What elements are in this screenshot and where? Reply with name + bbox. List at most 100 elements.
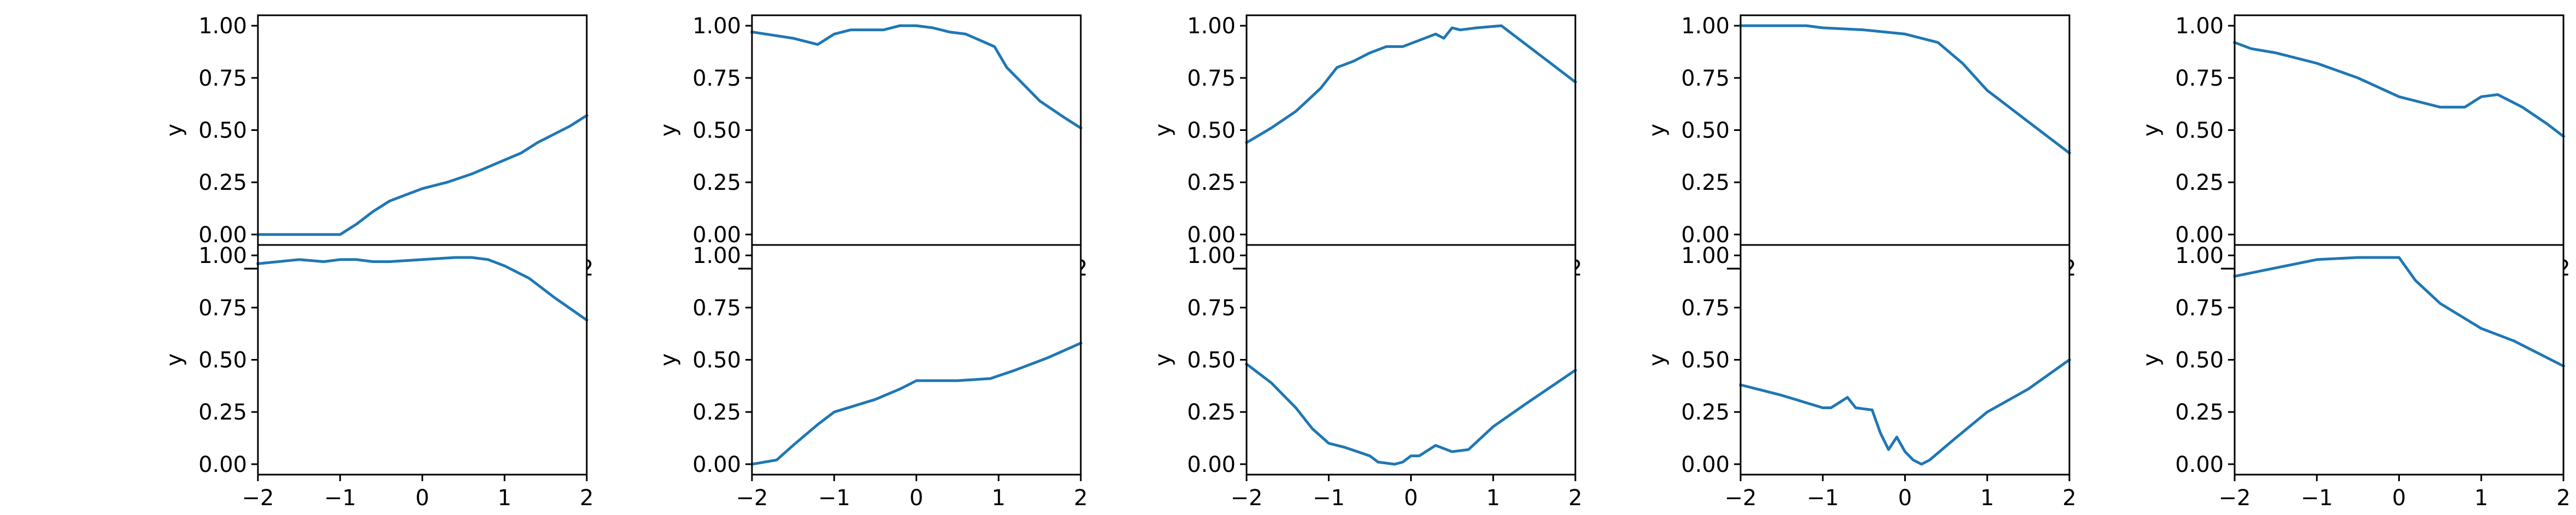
y-axis-label: y <box>162 354 187 367</box>
y-tick-label: 1.00 <box>1187 14 1236 39</box>
axes-background <box>2235 245 2563 475</box>
x-tick-label: 0 <box>1404 486 1418 511</box>
y-tick-label: 0.50 <box>198 118 247 143</box>
y-tick-label: 0.50 <box>198 348 247 373</box>
x-tick-label: 0 <box>416 486 429 511</box>
y-tick-label: 0.00 <box>2175 452 2224 477</box>
y-tick-label: 0.00 <box>198 223 247 248</box>
x-tick-label: 0 <box>910 486 923 511</box>
axes-background <box>1741 245 2069 475</box>
x-tick-label: −2 <box>736 486 768 511</box>
x-tick-label: 2 <box>1074 486 1087 511</box>
y-tick-label: 0.00 <box>1187 223 1236 248</box>
y-tick-label: 0.50 <box>693 118 741 143</box>
axes-background <box>752 15 1081 245</box>
subplot-r1-c0: 0.00 0.25 0.50 0.75 1.00 −2 −1 0 1 2 y <box>162 243 594 511</box>
axes-background <box>2235 15 2563 245</box>
y-axis-label: y <box>1151 354 1176 367</box>
y-tick-label: 1.00 <box>198 14 247 39</box>
y-axis-label: y <box>656 354 681 367</box>
x-tick-label: −1 <box>1313 486 1345 511</box>
y-tick-label: 0.25 <box>2175 400 2224 425</box>
x-tick-label: −1 <box>818 486 850 511</box>
y-tick-label: 1.00 <box>1681 243 1730 268</box>
y-tick-label: 0.00 <box>693 452 741 477</box>
axes-frame <box>1245 244 1576 476</box>
y-tick-label: 0.75 <box>2175 296 2224 321</box>
axes-background <box>1247 15 1575 245</box>
x-tick-label: 1 <box>498 486 511 511</box>
axes-background <box>258 245 587 475</box>
subplot-r1-c2: 0.00 0.25 0.50 0.75 1.00 −2 −1 0 1 2 y <box>1151 243 1582 511</box>
y-tick-label: 0.75 <box>1681 66 1730 91</box>
x-tick-label: 0 <box>1898 486 1912 511</box>
series-line <box>2232 40 2566 139</box>
y-tick-label: 0.25 <box>693 170 741 195</box>
y-tick-label: 0.25 <box>1681 170 1730 195</box>
y-tick-label: 0.25 <box>1187 400 1236 425</box>
x-tick-label: 1 <box>1981 486 1994 511</box>
x-tick-label: −2 <box>2219 486 2251 511</box>
x-tick-label: −1 <box>2301 486 2333 511</box>
series-line <box>2233 256 2566 368</box>
y-tick-label: 0.75 <box>1187 66 1236 91</box>
series-line <box>1739 24 2072 155</box>
y-tick-label: 0.25 <box>198 170 247 195</box>
axes-background <box>1741 15 2069 245</box>
subplot-r1-c3: 0.00 0.25 0.50 0.75 1.00 −2 −1 0 1 2 y <box>1645 243 2077 511</box>
y-tick-label: 0.50 <box>1681 348 1730 373</box>
x-tick-label: 1 <box>2475 486 2488 511</box>
y-tick-label: 0.50 <box>1187 118 1236 143</box>
y-tick-label: 0.50 <box>693 348 741 373</box>
series-line <box>256 113 589 236</box>
axes-background <box>752 245 1081 475</box>
series-line <box>1244 362 1578 466</box>
x-tick-label: −2 <box>1231 486 1263 511</box>
y-tick-label: 0.50 <box>1187 348 1236 373</box>
x-tick-label: 2 <box>580 486 593 511</box>
axes-frame <box>751 244 1082 476</box>
y-tick-label: 0.50 <box>1681 118 1730 143</box>
x-tick-label: 2 <box>2556 486 2570 511</box>
x-tick-label: −1 <box>324 486 356 511</box>
y-tick-label: 0.25 <box>693 400 741 425</box>
y-tick-label: 0.00 <box>198 452 247 477</box>
y-tick-label: 0.00 <box>1681 452 1730 477</box>
x-tick-label: 2 <box>2062 486 2076 511</box>
y-axis-label: y <box>2139 354 2164 367</box>
x-tick-label: −2 <box>1725 486 1757 511</box>
axes-frame <box>1740 244 2071 476</box>
series-line <box>750 24 1083 130</box>
y-tick-label: 1.00 <box>693 14 741 39</box>
series-line <box>1738 358 2072 466</box>
series-line <box>750 341 1083 466</box>
y-tick-label: 0.00 <box>693 223 741 248</box>
y-axis-label: y <box>2139 124 2164 137</box>
x-tick-label: 1 <box>1486 486 1500 511</box>
y-tick-label: 1.00 <box>693 243 741 268</box>
y-tick-label: 1.00 <box>198 243 247 268</box>
y-axis-label: y <box>1645 354 1670 367</box>
y-tick-label: 1.00 <box>1187 243 1236 268</box>
y-tick-label: 0.75 <box>1681 296 1730 321</box>
y-tick-label: 0.50 <box>2175 348 2224 373</box>
y-tick-label: 0.50 <box>2175 118 2224 143</box>
x-tick-label: −2 <box>242 486 274 511</box>
y-tick-label: 0.25 <box>1187 170 1236 195</box>
x-tick-label: −1 <box>1807 486 1839 511</box>
y-axis-label: y <box>1645 124 1670 137</box>
subplot-r1-c1: 0.00 0.25 0.50 0.75 1.00 −2 −1 0 1 2 y <box>656 243 1088 511</box>
y-axis-label: y <box>656 124 681 137</box>
y-tick-label: 0.75 <box>693 296 741 321</box>
y-axis-label: y <box>1151 124 1176 137</box>
axes-background <box>1247 245 1575 475</box>
y-tick-label: 0.75 <box>198 66 247 91</box>
x-tick-label: 1 <box>992 486 1006 511</box>
y-tick-label: 0.75 <box>693 66 741 91</box>
series-line <box>256 256 589 322</box>
y-tick-label: 1.00 <box>1681 14 1730 39</box>
y-tick-label: 0.00 <box>2175 223 2224 248</box>
subplot-r1-c4: 0.00 0.25 0.50 0.75 1.00 −2 −1 0 1 2 y <box>2139 243 2571 511</box>
